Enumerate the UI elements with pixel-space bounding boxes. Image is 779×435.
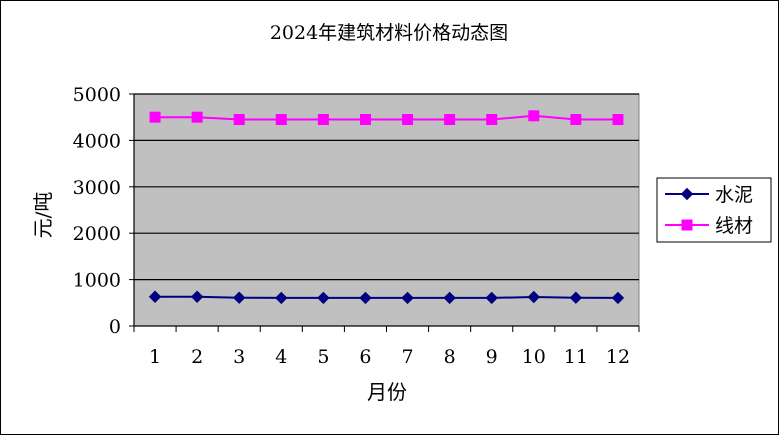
data-point [233, 114, 245, 126]
plot-area [133, 93, 640, 327]
data-point [149, 111, 161, 123]
data-point [444, 114, 456, 126]
x-axis-title: 月份 [367, 380, 407, 404]
x-tick-label: 1 [149, 346, 161, 368]
y-tick-label: 0 [109, 316, 121, 338]
data-point [612, 114, 624, 126]
data-point [191, 111, 203, 123]
legend-label: 水泥 [715, 184, 753, 206]
data-point [317, 291, 330, 305]
data-point [527, 290, 540, 304]
x-tick-label: 4 [275, 346, 287, 368]
x-tick-label: 12 [606, 346, 630, 368]
data-point [317, 114, 329, 126]
data-point [569, 291, 583, 304]
x-tick-label: 11 [564, 346, 588, 368]
x-tick-label: 9 [486, 346, 498, 368]
data-point [233, 291, 246, 304]
y-tick-label: 2000 [73, 223, 121, 245]
data-point [443, 291, 456, 305]
y-tick-label: 3000 [73, 177, 121, 199]
data-point [485, 291, 498, 305]
legend-marker [681, 219, 693, 231]
legend-label: 线材 [715, 215, 753, 237]
series-2 [149, 110, 624, 126]
data-point [359, 291, 372, 305]
data-point [401, 291, 414, 305]
x-tick-label: 8 [444, 346, 456, 368]
gridlines [134, 93, 639, 281]
y-tick-label: 4000 [73, 130, 121, 152]
data-point [611, 291, 625, 305]
x-tick-label: 5 [317, 346, 329, 368]
data-point [275, 114, 287, 126]
chart-title: 2024年建筑材料价格动态图 [270, 22, 508, 44]
legend-item: 水泥 [665, 184, 753, 206]
legend-marker [680, 187, 694, 201]
data-point [148, 290, 162, 303]
axes [129, 93, 640, 332]
y-tick-label: 5000 [73, 84, 121, 106]
data-point [275, 291, 288, 305]
x-tick-label: 10 [522, 346, 546, 368]
legend-item: 线材 [665, 215, 753, 237]
data-point [528, 110, 540, 122]
series-1 [148, 290, 625, 305]
x-tick-label: 3 [233, 346, 245, 368]
x-tick-labels: 1 2 3 4 5 6 7 8 9 10 11 12 [149, 346, 630, 368]
data-point [486, 114, 498, 126]
x-tick-label: 6 [359, 346, 371, 368]
legend-box [656, 177, 772, 243]
x-tick-label: 7 [401, 346, 413, 368]
series-line [155, 114, 618, 121]
series-lines [148, 110, 625, 305]
data-point [190, 290, 204, 303]
y-tick-label: 1000 [73, 270, 121, 292]
y-axis-title: 元/吨 [31, 192, 55, 239]
data-point [359, 114, 371, 126]
x-tick-label: 2 [191, 346, 203, 368]
data-point [570, 114, 582, 126]
data-point [402, 114, 414, 126]
y-tick-labels: 0 1000 2000 3000 4000 5000 [73, 84, 121, 338]
series-line [155, 295, 618, 299]
